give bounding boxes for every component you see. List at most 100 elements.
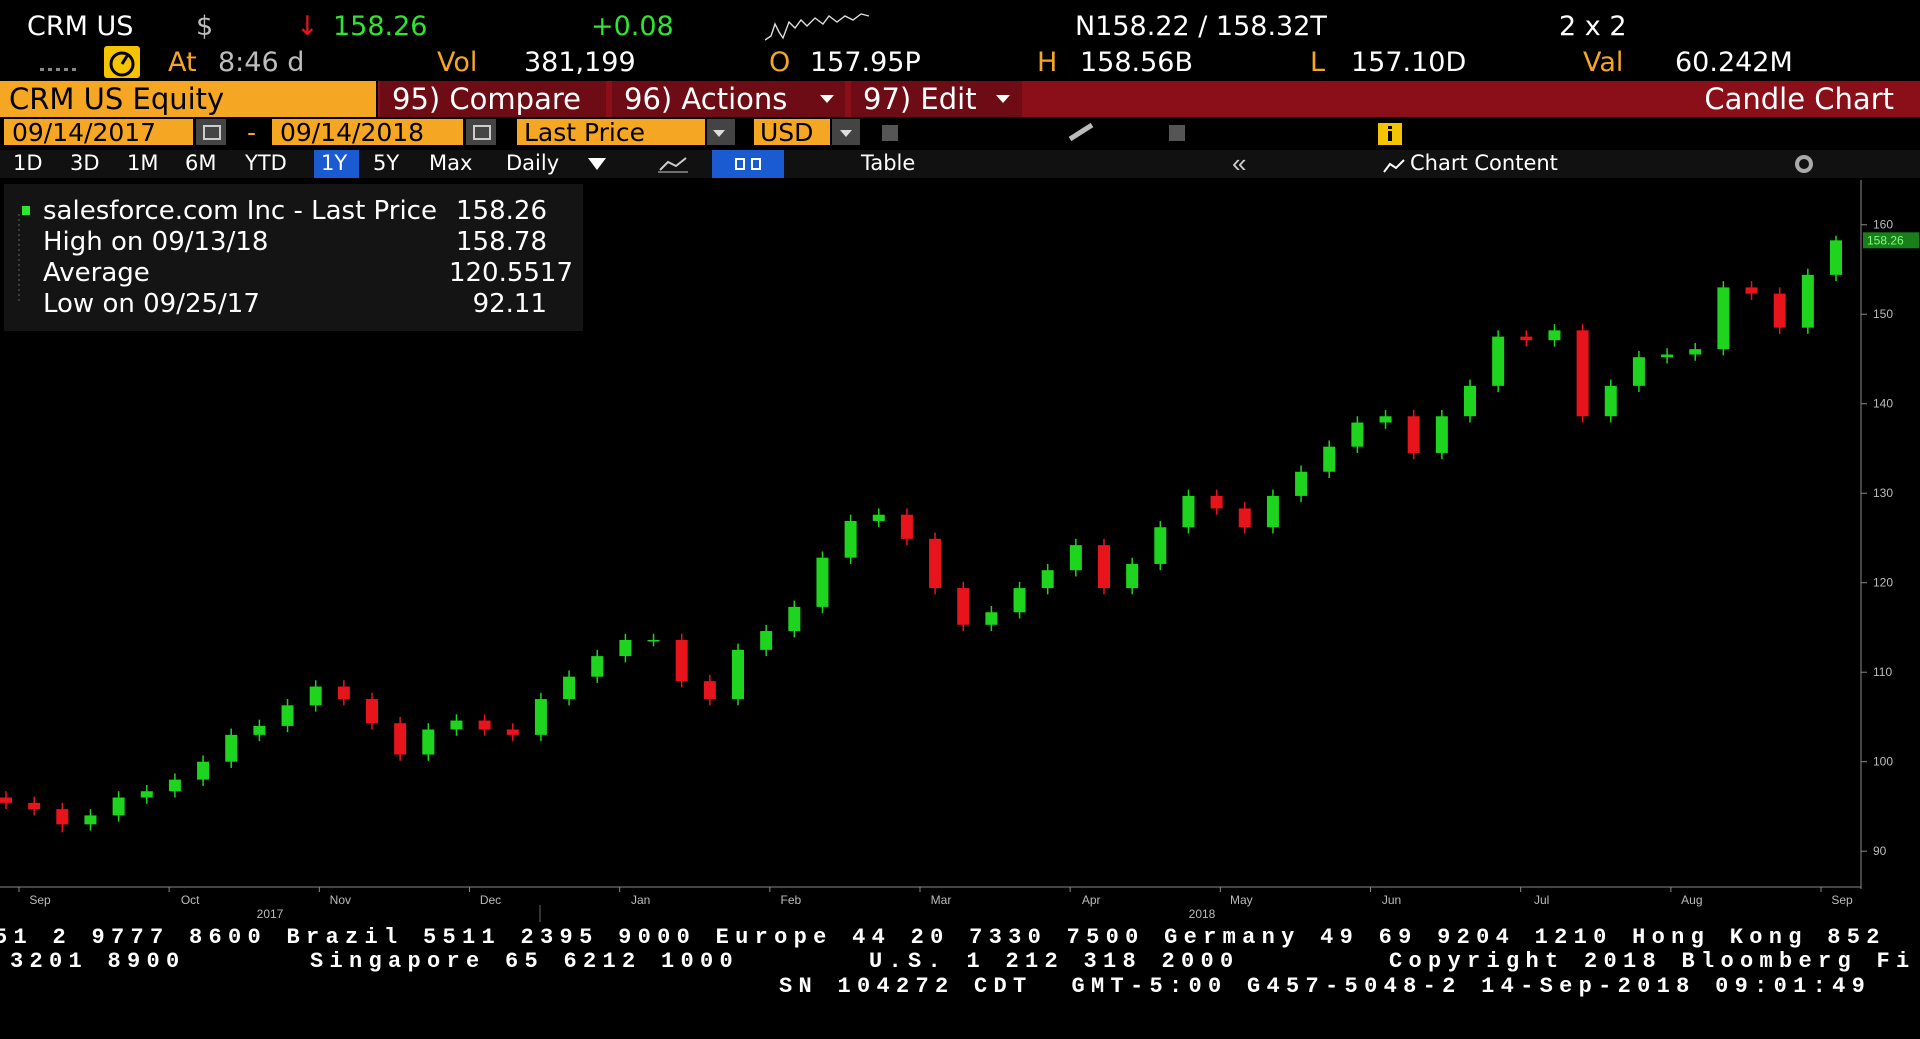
sparkline xyxy=(765,13,870,41)
edit-button[interactable] xyxy=(851,81,1022,117)
mov-avgs[interactable]: Mov Avgs xyxy=(916,118,1035,147)
candle-body xyxy=(703,681,716,700)
x-tick-label: Apr xyxy=(1082,893,1101,907)
candle-body xyxy=(788,606,801,632)
legend-value: 158.26 xyxy=(456,196,547,226)
table-button[interactable]: Table xyxy=(861,151,916,175)
candle-body xyxy=(591,656,604,677)
candle-body xyxy=(1069,545,1082,571)
start-date[interactable]: 09/14/2017 xyxy=(12,118,157,147)
time-label: At xyxy=(168,47,197,78)
low: 157.10D xyxy=(1351,47,1467,78)
dots xyxy=(40,68,76,71)
period-button[interactable]: 1M xyxy=(127,151,159,175)
x-year-label: 2018 xyxy=(1189,907,1216,921)
candle-body xyxy=(140,791,153,798)
candle-body xyxy=(225,734,238,762)
legend-value: 158.78 xyxy=(456,227,547,257)
field[interactable]: Last Price xyxy=(524,118,646,147)
candle-body xyxy=(450,720,463,730)
bid-ask: N158.22 / 158.32T xyxy=(1075,11,1327,42)
candle-body xyxy=(112,797,125,816)
period-button[interactable]: YTD xyxy=(245,151,287,175)
edit[interactable]: 97) Edit xyxy=(863,82,977,116)
candle-body xyxy=(563,676,576,700)
x-tick-label: Aug xyxy=(1681,893,1702,907)
ticker: CRM US xyxy=(27,11,134,42)
high: 158.56B xyxy=(1080,47,1193,78)
candle-toggle[interactable] xyxy=(712,150,784,178)
end-date-box[interactable] xyxy=(272,119,463,145)
x-tick-label: Oct xyxy=(181,893,200,907)
chart-content[interactable]: Chart Content xyxy=(1410,151,1558,175)
period-button[interactable]: Max xyxy=(429,151,473,175)
field-box[interactable] xyxy=(517,119,705,145)
security-box[interactable] xyxy=(0,81,376,117)
y-tick-label: 140 xyxy=(1873,397,1893,411)
y-tick-label: 130 xyxy=(1873,486,1893,500)
candle-body xyxy=(394,723,407,755)
key-events[interactable]: Key Events xyxy=(1205,118,1343,147)
candle-body xyxy=(1126,563,1139,589)
actions-button[interactable] xyxy=(612,81,845,117)
candle-body xyxy=(675,639,688,682)
svg-text:«: « xyxy=(1232,150,1246,178)
candle-body xyxy=(872,514,885,521)
candle-body xyxy=(957,588,970,625)
candle-body xyxy=(0,797,12,803)
y-tick-label: 150 xyxy=(1873,307,1893,321)
candle-body xyxy=(1295,471,1308,496)
change: +0.08 xyxy=(591,11,674,42)
currency: $ xyxy=(196,11,214,42)
end-date[interactable]: 09/14/2018 xyxy=(280,118,425,147)
x-tick-label: Jun xyxy=(1382,893,1401,907)
currency-select[interactable]: USD xyxy=(760,118,814,147)
candle-body xyxy=(1492,336,1505,386)
time: 8:46 d xyxy=(218,47,305,78)
candle-body xyxy=(506,729,519,735)
period-button[interactable]: 1D xyxy=(13,151,43,175)
low-label: L xyxy=(1310,47,1326,78)
candle-body xyxy=(197,761,210,780)
candle-body xyxy=(1661,354,1674,358)
candle-body xyxy=(309,686,322,706)
footer-text: Copyright 2018 Bloomberg Fi xyxy=(1389,949,1916,974)
period-button[interactable]: 6M xyxy=(185,151,217,175)
last-price-tag xyxy=(1863,232,1919,249)
layout: 2 x 2 xyxy=(1559,11,1627,42)
legend-label: Low on 09/25/17 xyxy=(43,289,260,319)
candle-body xyxy=(647,639,660,642)
x-tick-label: Feb xyxy=(780,893,801,907)
x-year-label: 2017 xyxy=(257,907,284,921)
period-button[interactable]: 5Y xyxy=(373,151,400,175)
vol-label: Vol xyxy=(437,47,478,78)
candle-body xyxy=(760,631,773,650)
x-tick-label: Nov xyxy=(330,893,351,907)
candle-body xyxy=(1576,330,1589,417)
y-tick-label: 120 xyxy=(1873,576,1893,590)
candle-body xyxy=(422,729,435,755)
period-selected[interactable] xyxy=(314,150,359,178)
direction: ↓ xyxy=(296,11,319,42)
period-button[interactable]: 1Y xyxy=(321,151,348,175)
legend-label: salesforce.com Inc - Last Price xyxy=(43,196,437,226)
candle-body xyxy=(985,612,998,625)
candle-body xyxy=(253,725,266,735)
gauge-icon[interactable] xyxy=(104,46,140,78)
compare-button[interactable] xyxy=(380,81,606,117)
x-tick-label: Sep xyxy=(1831,893,1853,907)
currency-box[interactable] xyxy=(754,119,830,145)
frequency[interactable]: Daily xyxy=(506,151,560,175)
start-date-box[interactable] xyxy=(4,119,193,145)
y-tick-label: 160 xyxy=(1873,218,1893,232)
candle-body xyxy=(1773,293,1786,328)
chart-name: Candle Chart xyxy=(1704,82,1894,116)
candle-body xyxy=(281,705,294,726)
legend-label: High on 09/13/18 xyxy=(43,227,269,257)
compare[interactable]: 95) Compare xyxy=(392,82,581,116)
actions[interactable]: 96) Actions xyxy=(624,82,788,116)
period-button[interactable]: 3D xyxy=(70,151,100,175)
candle-body xyxy=(1548,330,1561,341)
volume: 381,199 xyxy=(524,47,636,78)
candle-body xyxy=(84,815,97,825)
